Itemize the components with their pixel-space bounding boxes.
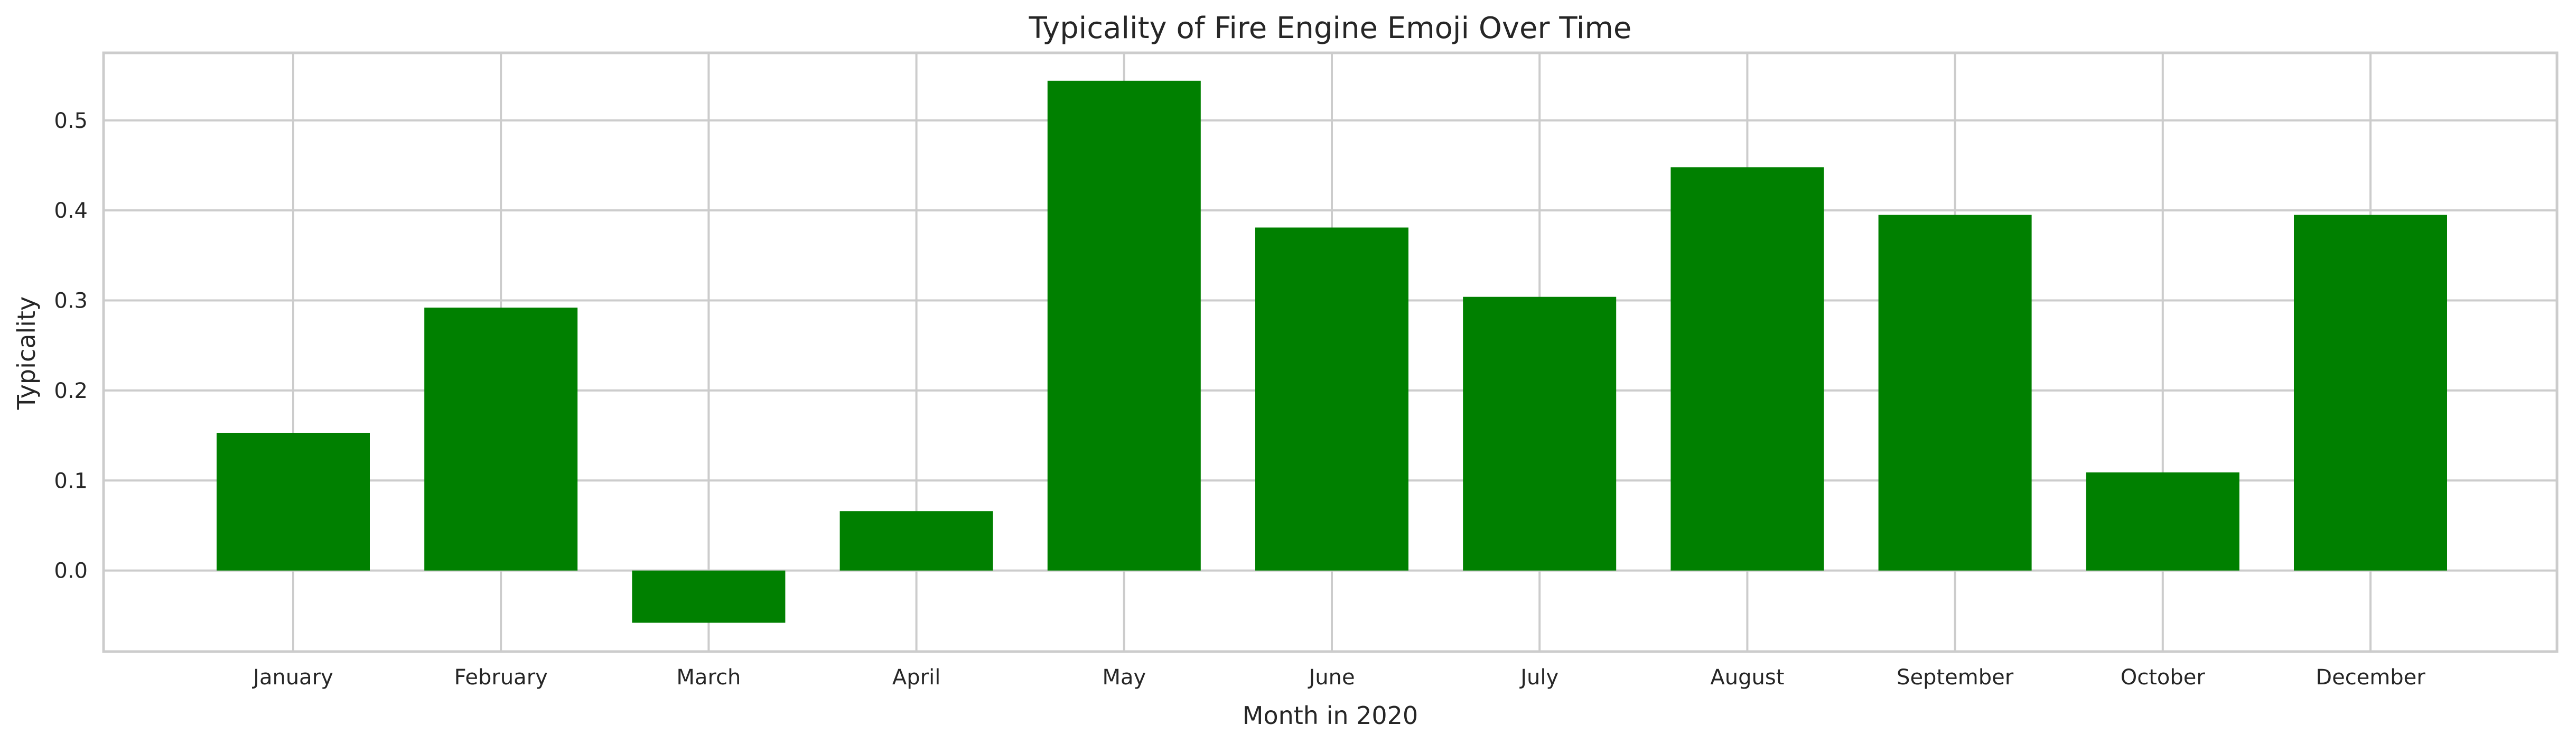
x-tick-labels: January February March April May June July Augu… xyxy=(251,665,2425,690)
y-tick-label: 0.3 xyxy=(54,289,88,313)
x-tick-label: March xyxy=(676,665,741,690)
y-tick-label: 0.0 xyxy=(54,559,88,583)
x-tick-label: February xyxy=(454,665,548,690)
x-tick-label: August xyxy=(1710,665,1784,690)
bar-august xyxy=(1670,167,1824,571)
y-tick-label: 0.1 xyxy=(54,469,88,493)
chart-title: Typicality of Fire Engine Emoji Over Tim… xyxy=(1029,11,1632,45)
x-tick-label: July xyxy=(1519,665,1558,690)
bar-july xyxy=(1463,296,1617,571)
bars xyxy=(217,80,2447,623)
x-tick-label: May xyxy=(1102,665,1146,690)
x-tick-label: September xyxy=(1897,665,2014,690)
plot-frame xyxy=(102,51,2559,653)
y-axis-label: Typicality xyxy=(12,296,41,410)
bar-september xyxy=(1878,215,2032,571)
bar-may xyxy=(1047,80,1201,571)
x-tick-label: January xyxy=(251,665,333,690)
y-tick-labels: 0.0 0.1 0.2 0.3 0.4 0.5 xyxy=(54,109,88,583)
bar-october xyxy=(2086,472,2239,571)
x-axis-label: Month in 2020 xyxy=(1243,701,1418,730)
bar-march xyxy=(632,570,786,623)
y-tick-label: 0.5 xyxy=(54,109,88,133)
x-tick-label: October xyxy=(2121,665,2206,690)
y-tick-label: 0.2 xyxy=(54,379,88,403)
bar-december xyxy=(2294,215,2447,571)
bar-january xyxy=(217,432,370,571)
x-tick-label: December xyxy=(2316,665,2425,690)
x-tick-label: June xyxy=(1307,665,1355,690)
bar-june xyxy=(1255,227,1408,571)
bar-february xyxy=(424,308,578,571)
y-tick-label: 0.4 xyxy=(54,199,88,223)
bar-april xyxy=(839,511,993,571)
x-tick-label: April xyxy=(892,665,940,690)
